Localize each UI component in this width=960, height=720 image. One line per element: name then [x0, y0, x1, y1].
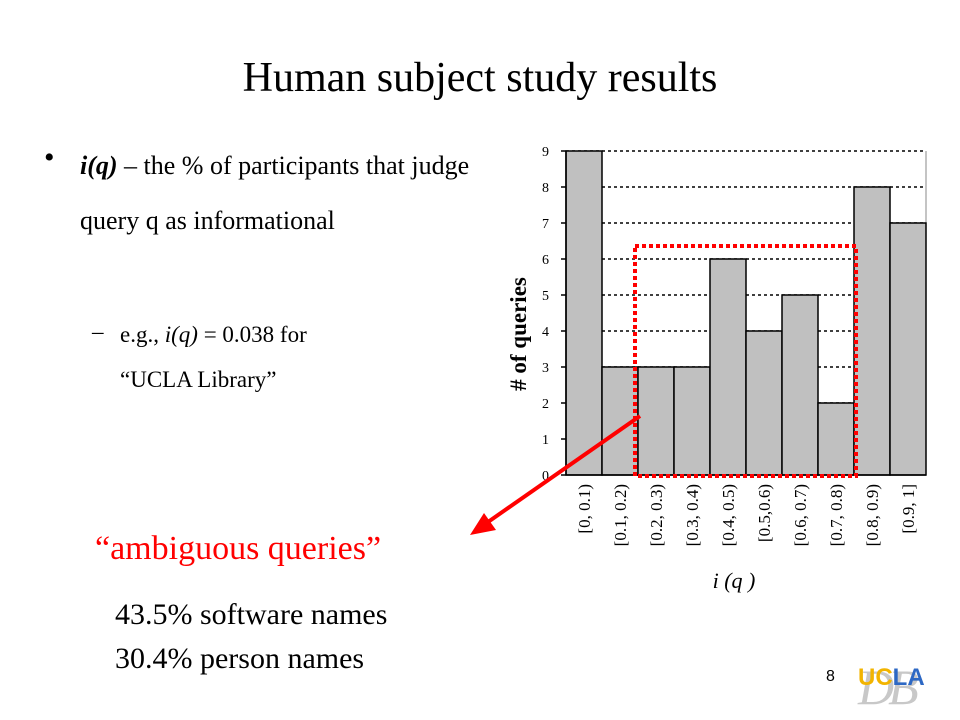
bullet-term: i(q) [80, 151, 118, 180]
x-tick-label: [0.2, 0.3) [647, 484, 666, 546]
bar [565, 150, 603, 476]
y-tick-label: 1 [542, 433, 549, 448]
x-tick-label: [0.4, 0.5) [719, 484, 738, 546]
bar [781, 294, 819, 476]
stat-software-names: 43.5% software names [115, 598, 388, 631]
ambiguous-queries-label: “ambiguous queries” [95, 530, 382, 567]
ambiguous-range-highlight [633, 244, 858, 478]
bar [637, 366, 675, 476]
stat-person-names: 30.4% person names [115, 642, 365, 675]
bar [601, 366, 639, 476]
bullet-marker: • [44, 141, 55, 174]
x-tick-label: [0.3, 0.4) [683, 484, 702, 546]
y-tick-label: 7 [542, 217, 549, 232]
bar [745, 330, 783, 476]
y-tick-label: 3 [542, 361, 549, 376]
logo-watermark: DB [858, 659, 919, 715]
subbullet-value: = 0.038 for [197, 322, 307, 347]
subbullet-marker: – [92, 319, 104, 344]
x-tick-label: [0.1, 0.2) [611, 484, 630, 546]
y-tick-label: 0 [542, 469, 549, 484]
subbullet-term: i(q) [164, 322, 198, 347]
bullet-description: – the % of participants that judge query… [80, 151, 470, 235]
x-tick-label: [0.7, 0.8) [827, 484, 846, 546]
y-tick-label: 8 [542, 181, 549, 196]
arrow-head [470, 513, 496, 535]
bullet-definition: i(q) – the % of participants that judge … [80, 138, 500, 248]
arrow-line [486, 414, 642, 524]
bar [709, 258, 747, 476]
x-tick-label: [0.8, 0.9) [863, 484, 882, 546]
bar [889, 222, 927, 476]
y-tick-label: 6 [542, 253, 549, 268]
bar [673, 366, 711, 476]
bar [817, 402, 855, 476]
ucla-logo: UCLA [858, 664, 925, 692]
x-tick-label: [0.6, 0.7) [791, 484, 810, 546]
y-tick-label: 9 [542, 145, 549, 160]
x-axis-title: i (q ) [713, 568, 756, 593]
subbullet-prefix: e.g., [120, 322, 165, 347]
subbullet-example: e.g., i(q) = 0.038 for “UCLA Library” [120, 312, 440, 402]
x-tick-label: [0.5,0.6) [755, 484, 774, 542]
y-axis-title: # of queries [506, 277, 531, 391]
slide-title: Human subject study results [242, 55, 718, 101]
x-tick-label: [0, 0.1) [575, 484, 594, 534]
ucla-logo-la: LA [892, 664, 925, 691]
y-tick-label: 5 [542, 289, 549, 304]
page-number: 8 [826, 668, 835, 685]
bar [853, 186, 891, 476]
y-tick-label: 2 [542, 397, 549, 412]
ucla-logo-uc: UC [858, 664, 893, 691]
x-tick-label: [0.9, 1] [899, 484, 918, 534]
subbullet-query: “UCLA Library” [120, 367, 277, 392]
y-tick-label: 4 [542, 325, 549, 340]
